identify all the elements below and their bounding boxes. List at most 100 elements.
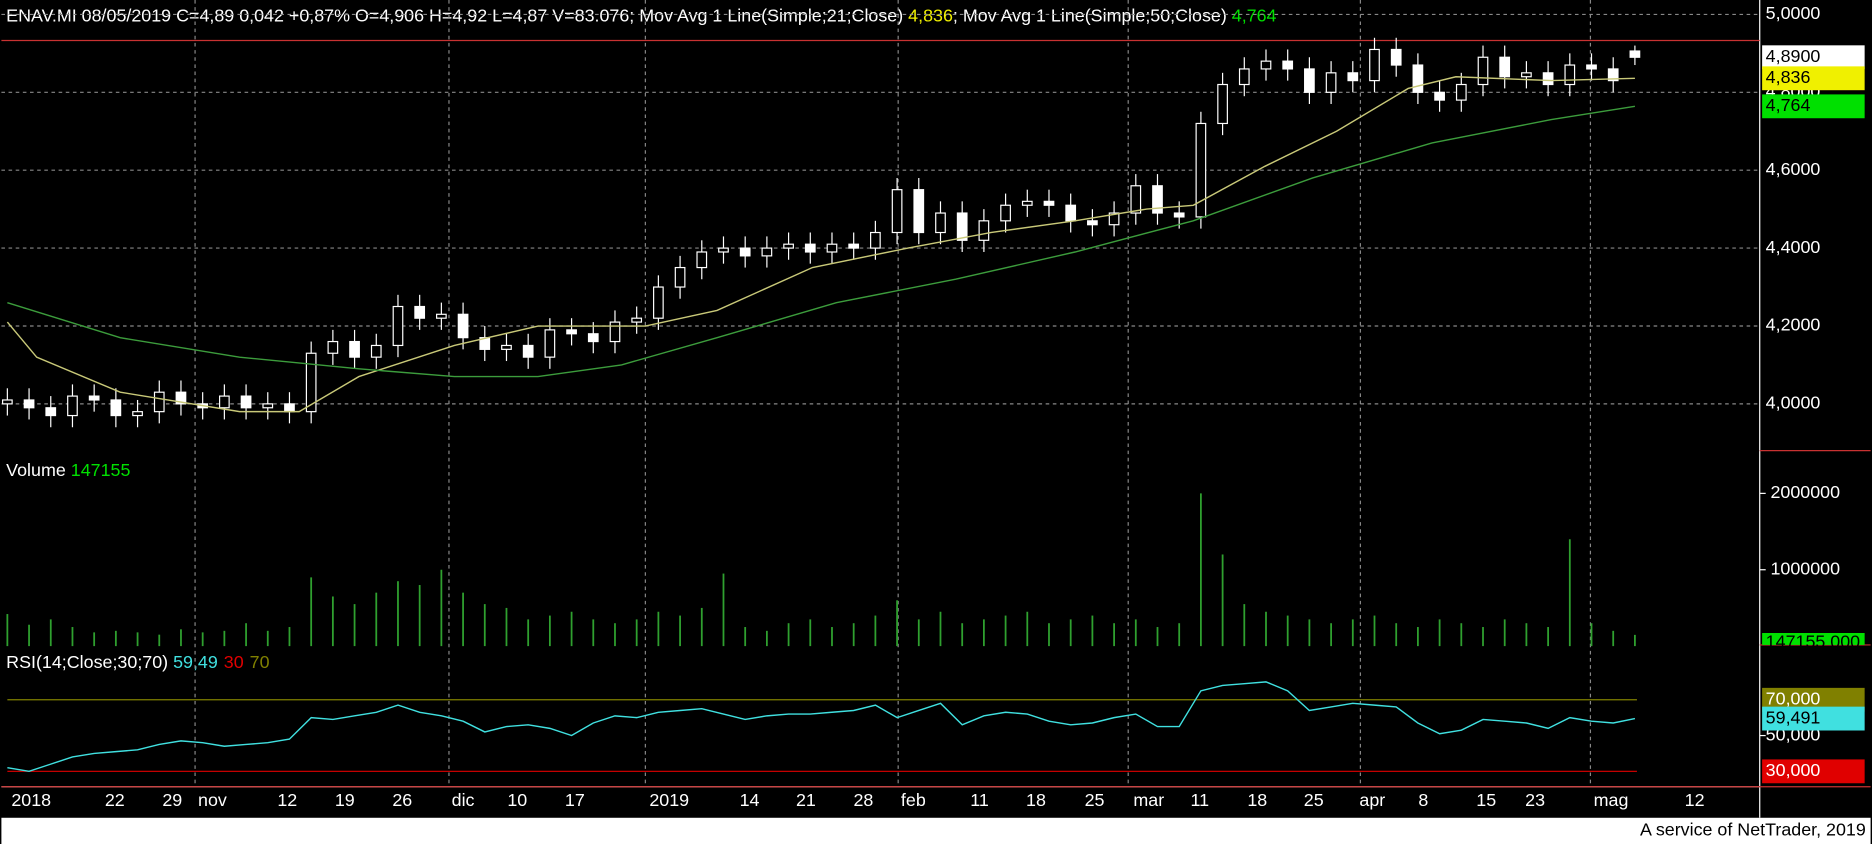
y-tick-label: 4,2000	[1766, 315, 1821, 335]
rsi-line	[7, 681, 1636, 773]
x-tick-label: nov	[198, 790, 227, 810]
y-tick-label: 2000000	[1770, 482, 1840, 502]
x-tick-label: 23	[1525, 790, 1545, 810]
x-tick-label: 8	[1418, 790, 1428, 810]
footer-strip	[1, 817, 1871, 844]
x-tick-label: 2018	[11, 790, 51, 810]
candle-body	[783, 243, 794, 249]
y-tick-label: 1000000	[1770, 558, 1840, 578]
candle-body	[327, 340, 339, 354]
value-box-label: 30,000	[1766, 760, 1821, 780]
candle-body	[414, 305, 426, 319]
value-box-label: 147155,000	[1766, 631, 1860, 651]
candle-body	[219, 395, 230, 409]
y-tick-label: 4,4000	[1766, 237, 1821, 257]
candle-body	[1173, 212, 1185, 218]
candle-body	[935, 212, 946, 234]
candle-body	[1369, 48, 1380, 82]
x-tick-label: 25	[1304, 790, 1324, 810]
value-box	[1762, 687, 1865, 712]
rsi-legend: RSI(14;Close;30;70)	[6, 652, 173, 672]
footer: A service of NetTrader, 2019	[1640, 820, 1866, 840]
candle-body	[1304, 68, 1315, 93]
candle-body	[804, 243, 816, 253]
x-tick-label: 15	[1476, 790, 1496, 810]
volume-header: Volume 147155	[6, 460, 130, 480]
value-box	[1762, 759, 1865, 784]
candle-body	[1499, 56, 1511, 78]
candle-body	[262, 403, 274, 409]
ma-value: 4,836	[908, 5, 953, 25]
x-tick-label: 17	[565, 790, 585, 810]
candle-body	[1108, 212, 1120, 226]
value-box	[1762, 94, 1865, 119]
x-tick-label: 21	[796, 790, 816, 810]
x-tick-label: 11	[970, 790, 989, 810]
candle-body	[956, 212, 968, 241]
candle-body	[1021, 200, 1033, 206]
candle-body	[1087, 220, 1098, 226]
candle-body	[153, 391, 165, 413]
candle-body	[1347, 72, 1359, 82]
value-box	[1762, 66, 1865, 91]
candle-body	[1195, 122, 1207, 218]
value-box-label: 4,764	[1766, 95, 1811, 115]
candle-body	[826, 243, 838, 253]
chart-header: ENAV.MI 08/05/2019 C=4,89 0,042 +0,87% O…	[6, 5, 1276, 25]
y-tick-label: 4,0000	[1766, 393, 1821, 413]
candle-body	[284, 403, 295, 413]
x-tick-label: 2019	[649, 790, 689, 810]
candle-body	[891, 189, 903, 234]
candle-body	[978, 220, 990, 241]
x-tick-label: 10	[507, 790, 527, 810]
candle-body	[1607, 68, 1619, 82]
candle-body	[544, 329, 556, 358]
x-tick-label: mag	[1594, 790, 1629, 810]
x-tick-label: 22	[105, 790, 125, 810]
candle-body	[1260, 60, 1272, 70]
ma-value: 4,764	[1232, 5, 1277, 25]
candle-body	[1152, 185, 1163, 214]
ma-legend: ; Mov Avg 1 Line(Simple;21;Close)	[629, 5, 908, 25]
candle-body	[88, 395, 100, 401]
candle-body	[67, 395, 78, 417]
value-box-label: 4,8900	[1766, 46, 1821, 66]
candle-body	[870, 231, 881, 249]
x-tick-label: 14	[740, 790, 760, 810]
candle-body	[696, 251, 708, 269]
x-tick-label: 18	[1247, 790, 1267, 810]
x-tick-label: 12	[277, 790, 297, 810]
candle-body	[1325, 72, 1337, 93]
value-box-label: 4,836	[1766, 67, 1811, 87]
x-tick-label: 28	[854, 790, 874, 810]
candle-body	[1477, 56, 1489, 86]
y-tick-label: 5,0000	[1766, 3, 1821, 23]
rsi-header: RSI(14;Close;30;70) 59,49 30 70	[6, 652, 269, 672]
candle-body	[522, 344, 534, 358]
candle-body	[587, 333, 599, 343]
candle-body	[392, 305, 404, 347]
x-tick-label: 11	[1191, 790, 1210, 810]
y-tick-label: 4,6000	[1766, 159, 1821, 179]
candle-body	[305, 352, 317, 413]
x-tick-label: 12	[1685, 790, 1705, 810]
candle-body	[1434, 91, 1445, 101]
candle-body	[1043, 200, 1055, 206]
candle-body	[1629, 50, 1641, 58]
candle-body	[1217, 83, 1228, 125]
candle-body	[609, 321, 621, 343]
candle-body	[501, 344, 512, 350]
volume-value: 147155	[71, 460, 131, 480]
candle-body	[1521, 72, 1532, 78]
candle-body	[913, 189, 925, 234]
candle-body	[457, 313, 469, 339]
x-tick-label: feb	[901, 790, 926, 810]
chart-title: ENAV.MI 08/05/2019 C=4,89 0,042 +0,87% O…	[6, 5, 629, 25]
candle-body	[1412, 64, 1424, 93]
x-tick-label: 19	[335, 790, 355, 810]
candle-body	[1564, 64, 1576, 86]
candle-body	[23, 399, 35, 409]
value-box	[1762, 45, 1865, 70]
candle-body	[1390, 48, 1402, 66]
candle-body	[1282, 60, 1294, 70]
